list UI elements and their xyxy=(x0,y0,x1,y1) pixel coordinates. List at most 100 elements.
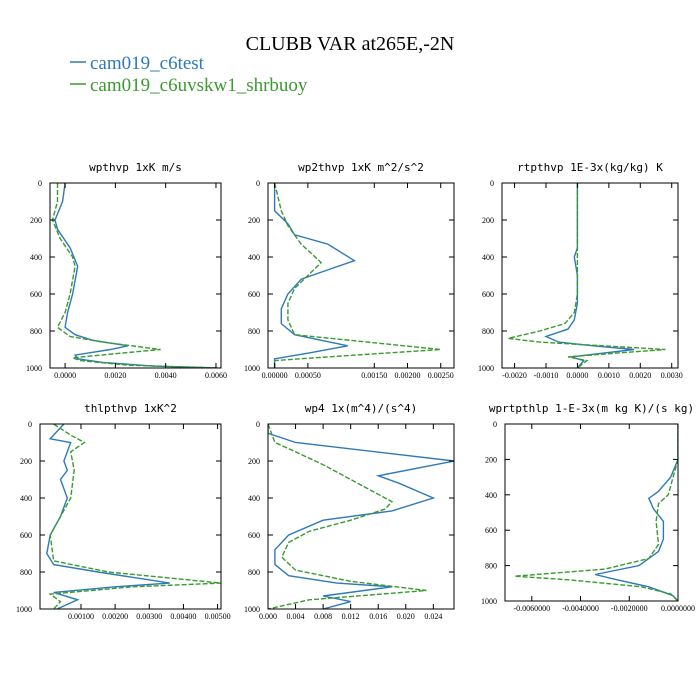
y-tick-label: 800 xyxy=(248,568,260,577)
x-tick-label: 0.00200 xyxy=(102,612,128,621)
y-tick-label: 200 xyxy=(248,216,260,225)
panel-title: wp2thvp 1xK m^2/s^2 xyxy=(298,161,424,174)
y-tick-label: 0 xyxy=(256,420,260,429)
y-tick-label: 400 xyxy=(30,253,42,262)
x-tick-label: 0.016 xyxy=(369,612,387,621)
y-tick-label: 400 xyxy=(248,253,260,262)
panel-title: wpthvp 1xK m/s xyxy=(89,161,182,174)
y-tick-label: 600 xyxy=(248,531,260,540)
x-tick-label: 0.0010 xyxy=(598,371,620,380)
x-tick-label: 0.00250 xyxy=(428,371,454,380)
x-tick-label: -0.0020 xyxy=(502,371,527,380)
plot-frame xyxy=(267,423,455,610)
x-tick-label: 0.00400 xyxy=(170,612,196,621)
y-tick-label: 800 xyxy=(482,327,494,336)
x-tick-label: 0.0000000 xyxy=(661,604,695,613)
series-line-c6test xyxy=(273,183,357,368)
x-tick-label: 0.012 xyxy=(342,612,360,621)
y-tick-label: 600 xyxy=(248,290,260,299)
panel-title: rtpthvp 1E-3x(kg/kg) K xyxy=(517,161,663,174)
y-tick-label: 0 xyxy=(493,420,497,429)
y-tick-label: 1000 xyxy=(244,364,260,373)
y-tick-label: 200 xyxy=(20,457,32,466)
panel-5: wp4 1x(m^4)/(s^4) 0.000 0.004 0.008 0.012 0.0… xyxy=(244,402,455,621)
panel-6: wprtpthlp 1-E-3x(m kg K)/(s kg) -0.006000… xyxy=(481,402,695,613)
x-tick-label: 0.004 xyxy=(287,612,305,621)
y-tick-label: 800 xyxy=(485,562,497,571)
series-line-c6test xyxy=(544,183,635,368)
x-tick-label: 0.008 xyxy=(314,612,332,621)
x-tick-label: 0.020 xyxy=(397,612,415,621)
y-tick-label: 200 xyxy=(248,457,260,466)
x-tick-label: 0.0020 xyxy=(629,371,651,380)
y-tick-label: 800 xyxy=(248,327,260,336)
y-tick-label: 1000 xyxy=(16,605,32,614)
y-tick-label: 0 xyxy=(490,179,494,188)
series-line-shrbuoy xyxy=(268,424,427,609)
y-tick-label: 0 xyxy=(38,179,42,188)
x-tick-label: -0.0060000 xyxy=(513,604,550,613)
y-tick-label: 600 xyxy=(485,526,497,535)
series-line-c6test xyxy=(54,183,217,368)
y-tick-label: 200 xyxy=(482,216,494,225)
legend-label-shrbuoy: cam019_c6uvskw1_shrbuoy xyxy=(90,75,308,96)
legend-label-test: cam019_c6test xyxy=(90,53,205,74)
panel-2: wp2thvp 1xK m^2/s^2 0.00000 0.00050 0.00150… xyxy=(244,161,455,380)
y-tick-label: 800 xyxy=(20,568,32,577)
x-tick-label: 0.0000 xyxy=(566,371,588,380)
y-tick-label: 400 xyxy=(20,494,32,503)
x-tick-label: 0.00200 xyxy=(395,371,421,380)
x-tick-label: 0.00300 xyxy=(136,612,162,621)
y-tick-label: 400 xyxy=(248,494,260,503)
x-tick-label: 0.00050 xyxy=(295,371,321,380)
x-tick-label: -0.0040000 xyxy=(562,604,599,613)
x-tick-label: 0.0060 xyxy=(205,371,227,380)
series-line-shrbuoy xyxy=(273,183,441,368)
x-tick-label: -0.0010 xyxy=(534,371,559,380)
plot-frame xyxy=(49,182,222,369)
series-line-shrbuoy xyxy=(48,424,221,609)
plot-frame xyxy=(267,182,455,369)
plot-frame xyxy=(39,423,222,610)
legend: cam019_c6test cam019_c6uvskw1_shrbuoy xyxy=(70,53,308,96)
panel-1: wpthvp 1xK m/s 0.0000 0.0020 0.0040 0.0060 0 2… xyxy=(26,161,227,380)
x-tick-label: 0.00500 xyxy=(205,612,231,621)
y-tick-label: 0 xyxy=(28,420,32,429)
y-tick-label: 1000 xyxy=(481,597,497,606)
x-tick-label: 0.00150 xyxy=(361,371,387,380)
y-tick-label: 0 xyxy=(256,179,260,188)
series-line-c6test xyxy=(595,424,678,601)
x-tick-label: 0.000 xyxy=(259,612,277,621)
panels: wpthvp 1xK m/s0.0000 0.0020 0.0040 0.006002… xyxy=(16,161,695,621)
figure-title: CLUBB VAR at265E,-2N xyxy=(246,33,455,55)
plot-frame xyxy=(501,182,679,369)
series-line-shrbuoy xyxy=(51,183,221,368)
series-line-c6test xyxy=(268,424,454,609)
x-tick-label: 0.0020 xyxy=(104,371,126,380)
y-tick-label: 800 xyxy=(30,327,42,336)
panel-title: wprtpthlp 1-E-3x(m kg K)/(s kg) xyxy=(489,402,694,415)
series-line-shrbuoy xyxy=(508,183,666,368)
series-line-c6test xyxy=(46,424,170,609)
x-tick-label: 0.00000 xyxy=(262,371,288,380)
x-tick-label: 0.0040 xyxy=(155,371,177,380)
panel-title: thlpthvp 1xK^2 xyxy=(84,402,177,415)
y-tick-label: 400 xyxy=(482,253,494,262)
y-tick-label: 1000 xyxy=(478,364,494,373)
y-tick-label: 400 xyxy=(485,491,497,500)
series-line-shrbuoy xyxy=(514,424,678,601)
panel-title: wp4 1x(m^4)/(s^4) xyxy=(305,402,418,415)
x-tick-label: -0.0020000 xyxy=(611,604,648,613)
x-tick-label: 0.024 xyxy=(424,612,442,621)
x-tick-label: 0.0030 xyxy=(661,371,683,380)
y-tick-label: 600 xyxy=(20,531,32,540)
x-tick-label: 0.0000 xyxy=(54,371,76,380)
panel-3: rtpthvp 1E-3x(kg/kg) K -0.0020 -0.0010 0.00… xyxy=(478,161,683,380)
y-tick-label: 1000 xyxy=(26,364,42,373)
panel-4: thlpthvp 1xK^2 0.00100 0.00200 0.00300 0.004… xyxy=(16,402,231,621)
x-tick-label: 0.00100 xyxy=(68,612,94,621)
y-tick-label: 200 xyxy=(485,455,497,464)
y-tick-label: 200 xyxy=(30,216,42,225)
y-tick-label: 1000 xyxy=(244,605,260,614)
